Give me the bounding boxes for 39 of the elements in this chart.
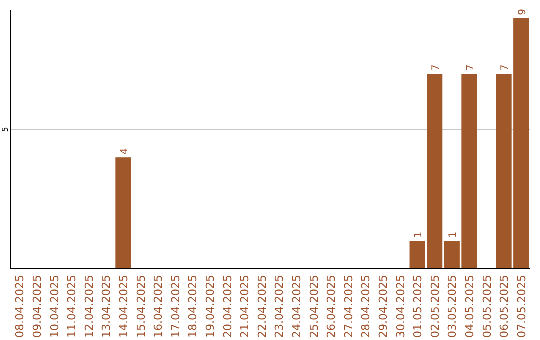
x-tick-label: 16.04.2025 <box>152 275 166 338</box>
x-tick-label: 08.04.2025 <box>14 275 27 338</box>
x-tick-label: 03.05.2025 <box>446 275 460 338</box>
x-tick-label: 27.04.2025 <box>342 275 356 338</box>
x-tick-label: 29.04.2025 <box>376 275 390 338</box>
x-tick-label: 01.05.2025 <box>412 275 425 338</box>
x-tick-label: 13.04.2025 <box>100 275 114 338</box>
x-tick-label: 17.04.2025 <box>169 275 182 338</box>
x-tick-label: 30.04.2025 <box>394 275 408 338</box>
data-label: 7 <box>500 64 512 72</box>
x-tick-label: 02.05.2025 <box>428 275 442 338</box>
data-label: 9 <box>517 8 528 16</box>
x-tick-label: 07.05.2025 <box>515 275 528 338</box>
x-tick-label: 22.04.2025 <box>256 275 269 338</box>
x-tick-label: 12.04.2025 <box>82 275 96 338</box>
x-tick-label: 15.04.2025 <box>134 275 148 338</box>
x-tick-label: 28.04.2025 <box>360 275 373 338</box>
x-tick-label: 04.05.2025 <box>463 275 476 338</box>
x-tick-label: 10.04.2025 <box>48 275 62 338</box>
data-label: 1 <box>448 232 460 238</box>
bar <box>116 158 132 269</box>
x-tick-label: 26.04.2025 <box>325 275 338 338</box>
x-tick-label: 24.04.2025 <box>290 275 304 338</box>
x-tick-label: 11.04.2025 <box>66 275 79 338</box>
x-tick-label: 05.05.2025 <box>480 275 494 338</box>
x-tick-label: 09.04.2025 <box>30 275 44 338</box>
x-tick-label: 06.05.2025 <box>498 275 512 338</box>
x-tick-label: 20.04.2025 <box>221 275 234 338</box>
x-tick-label: 23.04.2025 <box>273 275 286 338</box>
x-tick-label: 14.04.2025 <box>117 275 130 338</box>
x-tick-label: 19.04.2025 <box>204 275 217 338</box>
x-tick-label: 18.04.2025 <box>186 275 200 338</box>
x-tick-label: 21.04.2025 <box>238 275 252 338</box>
x-tick-label: 25.04.2025 <box>308 275 321 338</box>
data-label: 4 <box>119 148 130 155</box>
y-tick-label: 5 <box>1 127 10 132</box>
data-label: 7 <box>430 64 442 72</box>
data-label: 7 <box>465 64 476 72</box>
data-label: 1 <box>414 232 425 238</box>
